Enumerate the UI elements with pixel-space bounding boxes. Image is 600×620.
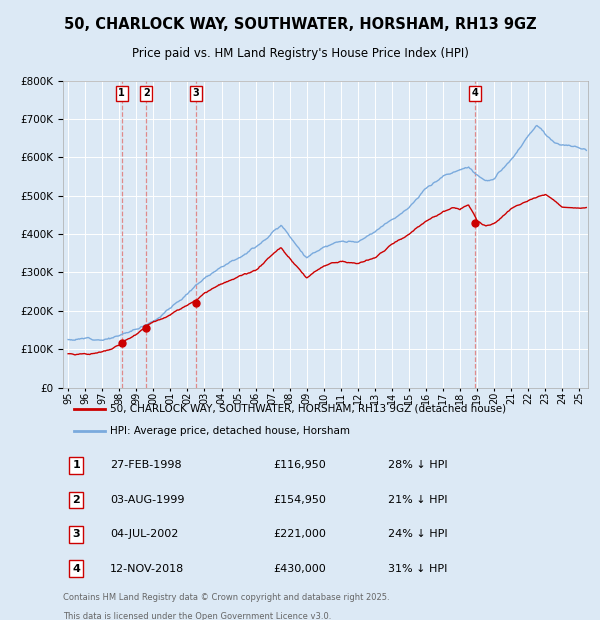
Text: 2: 2 [143,88,149,99]
Text: 2: 2 [72,495,80,505]
Text: 3: 3 [193,88,199,99]
Text: 50, CHARLOCK WAY, SOUTHWATER, HORSHAM, RH13 9GZ (detached house): 50, CHARLOCK WAY, SOUTHWATER, HORSHAM, R… [110,404,506,414]
Text: Contains HM Land Registry data © Crown copyright and database right 2025.: Contains HM Land Registry data © Crown c… [63,593,389,601]
Text: 27-FEB-1998: 27-FEB-1998 [110,461,182,471]
Text: 1: 1 [118,88,125,99]
Text: 12-NOV-2018: 12-NOV-2018 [110,564,185,574]
Text: 04-JUL-2002: 04-JUL-2002 [110,529,179,539]
Text: 21% ↓ HPI: 21% ↓ HPI [389,495,448,505]
Text: £430,000: £430,000 [273,564,326,574]
Text: £221,000: £221,000 [273,529,326,539]
Text: 31% ↓ HPI: 31% ↓ HPI [389,564,448,574]
Text: 4: 4 [72,564,80,574]
Text: 1: 1 [72,461,80,471]
Text: £116,950: £116,950 [273,461,326,471]
Text: 4: 4 [472,88,478,99]
Text: Price paid vs. HM Land Registry's House Price Index (HPI): Price paid vs. HM Land Registry's House … [131,48,469,61]
Text: 24% ↓ HPI: 24% ↓ HPI [389,529,448,539]
Text: 50, CHARLOCK WAY, SOUTHWATER, HORSHAM, RH13 9GZ: 50, CHARLOCK WAY, SOUTHWATER, HORSHAM, R… [64,17,536,32]
Text: 3: 3 [73,529,80,539]
Text: 03-AUG-1999: 03-AUG-1999 [110,495,185,505]
Text: HPI: Average price, detached house, Horsham: HPI: Average price, detached house, Hors… [110,426,350,436]
Text: This data is licensed under the Open Government Licence v3.0.: This data is licensed under the Open Gov… [63,612,331,620]
Text: 28% ↓ HPI: 28% ↓ HPI [389,461,448,471]
Text: £154,950: £154,950 [273,495,326,505]
